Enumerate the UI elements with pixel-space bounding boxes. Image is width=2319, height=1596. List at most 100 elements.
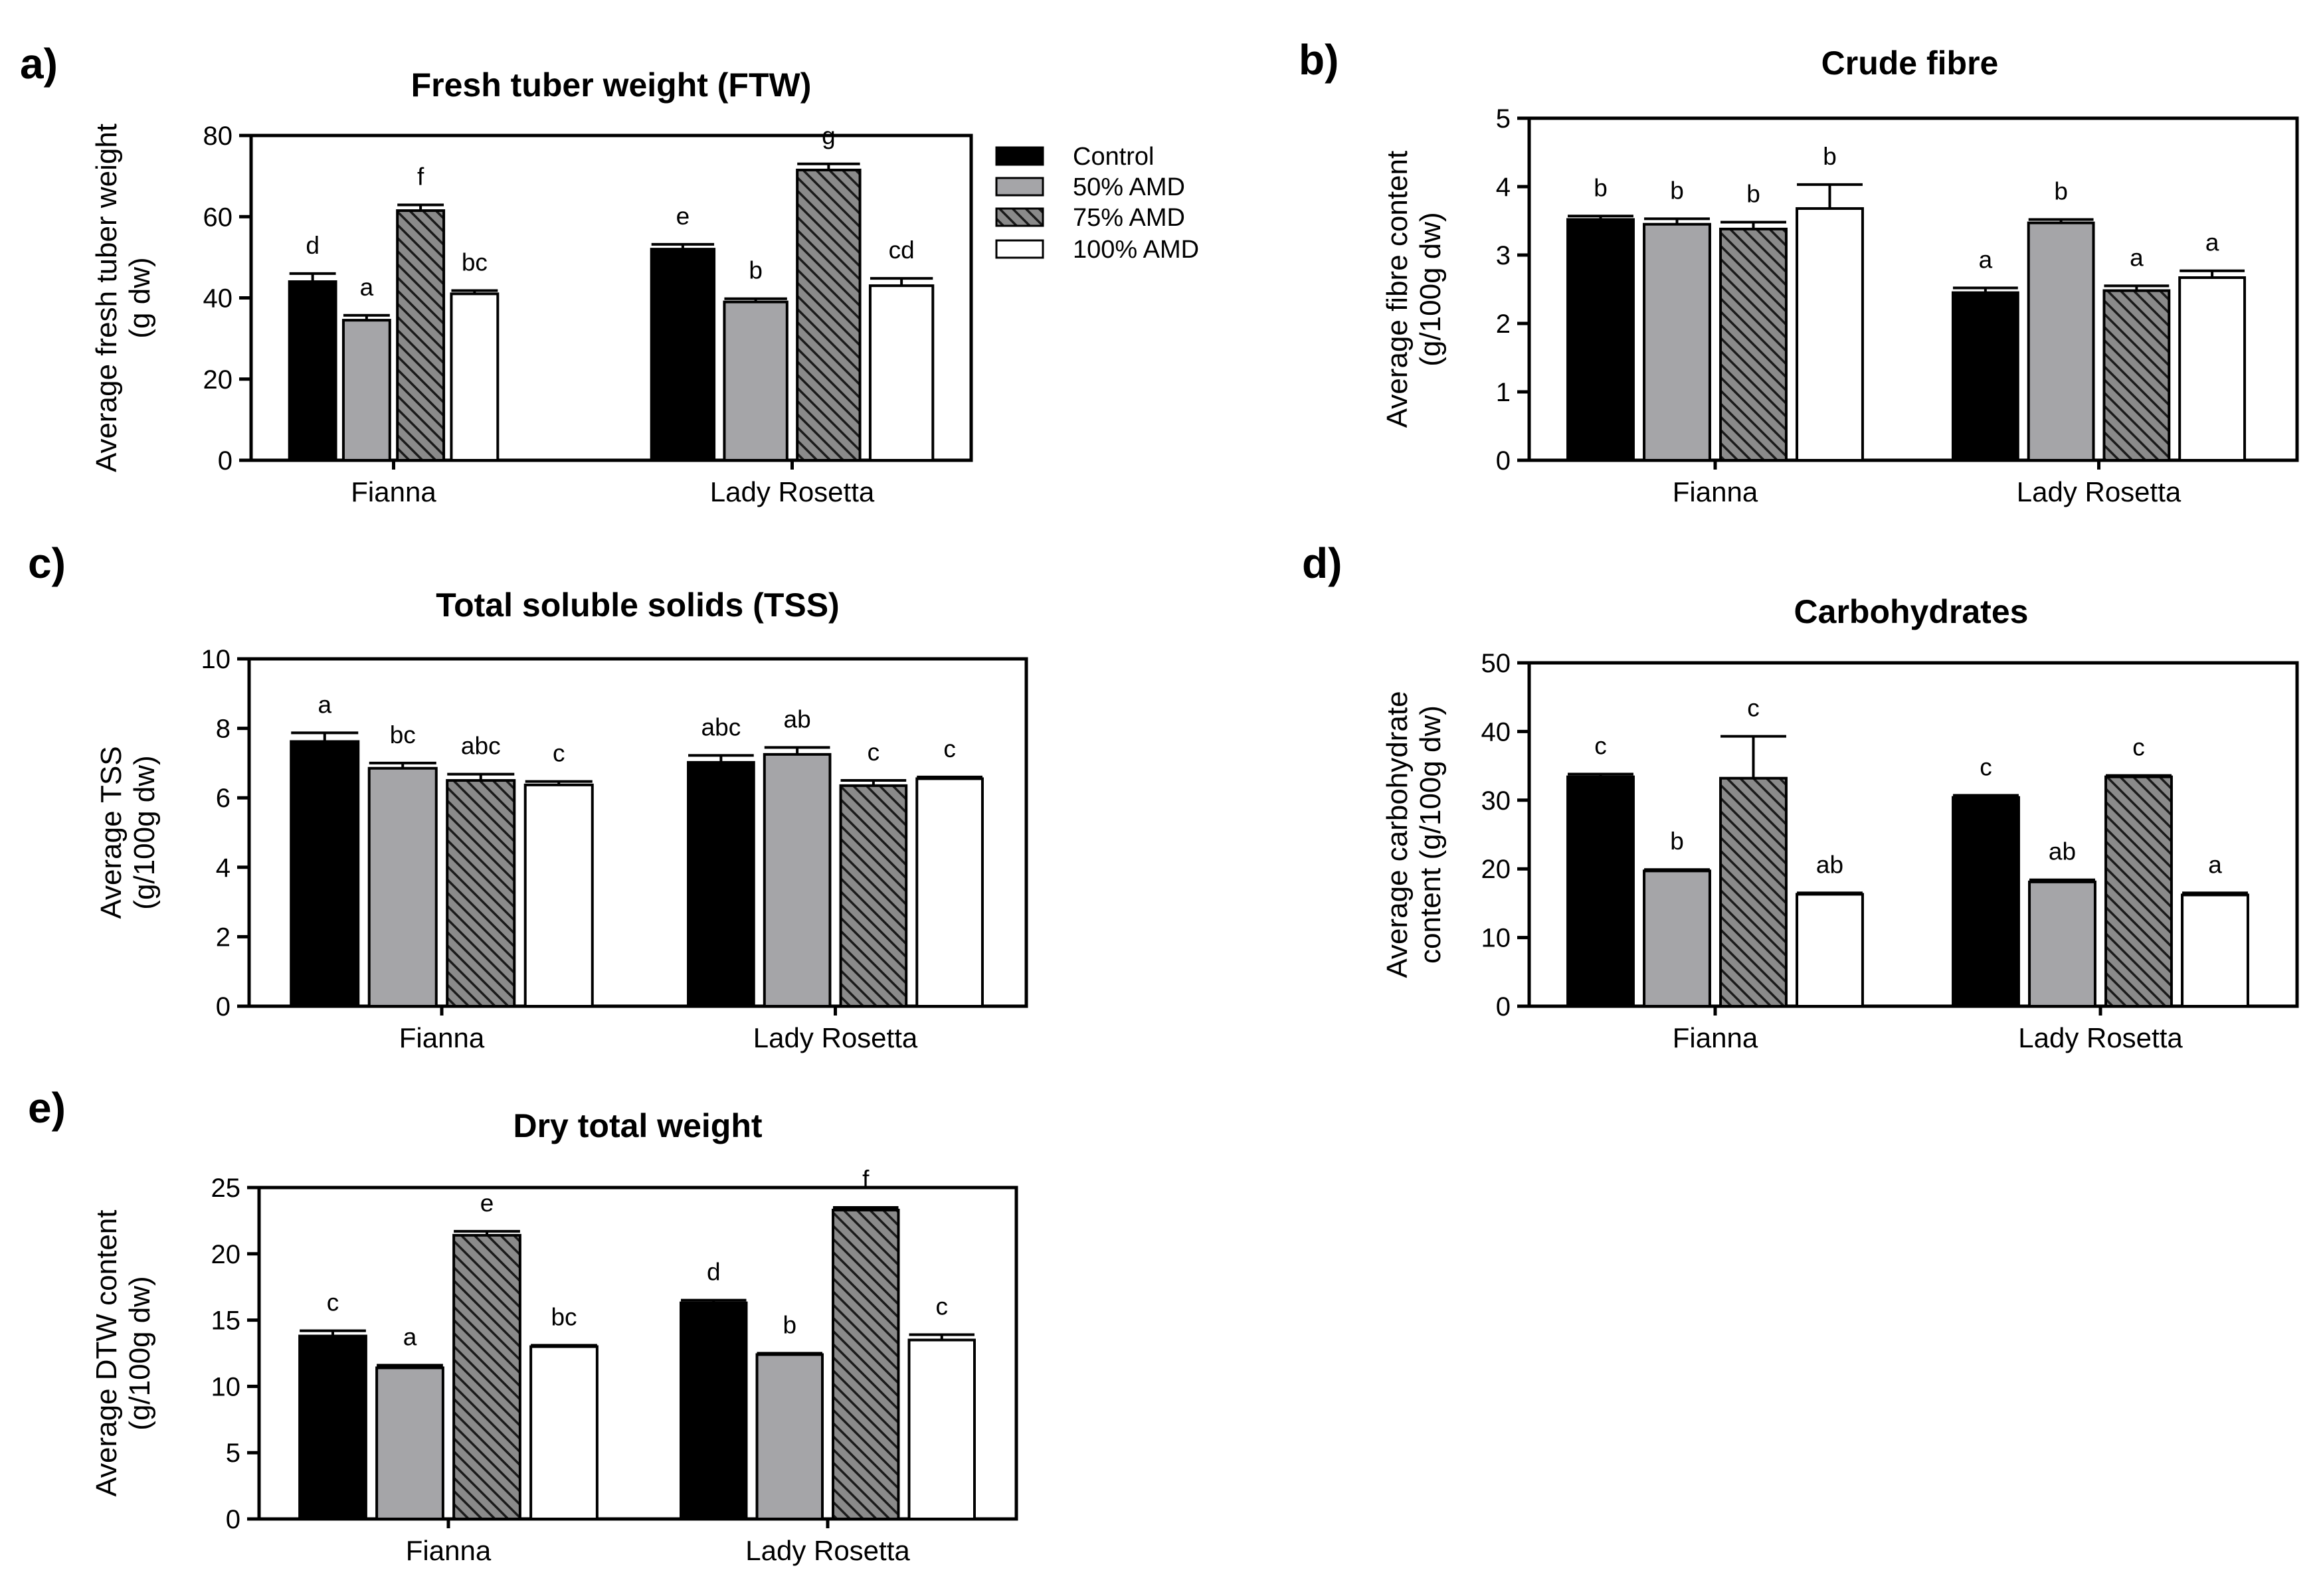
chart3-x-tick-label-fianna: Fianna (1673, 1022, 1758, 1053)
chart2-bar-100-amd-lady-rosetta (915, 777, 984, 1008)
legend-label-50-amd: 50% AMD (1073, 173, 1185, 201)
chart-panel-e: e) Dry total weight 0 5 10 15 20 25 Average DT… (28, 1084, 1018, 1566)
panel-label-a: a) (20, 40, 58, 88)
chart3-significance-label-50-amd-fianna: b (1670, 828, 1684, 855)
chart1-bar-50-amd-lady-rosetta (2027, 221, 2095, 462)
chart2-bar-100-amd-fianna (523, 783, 594, 1008)
chart3-y-tick-label: 0 (1496, 992, 1511, 1021)
chart-title-a: Fresh tuber weight (FTW) (411, 66, 812, 104)
chart0-x-tick-label-lady-rosetta: Lady Rosetta (710, 476, 875, 507)
chart4-plot-frame (257, 1186, 1018, 1521)
chart2-plot-frame (247, 657, 1028, 1008)
chart0-bar-75-amd-fianna (396, 209, 446, 462)
chart3-y-tick-label: 30 (1481, 786, 1511, 816)
legend-item-50-amd: 50% AMD (995, 173, 1185, 201)
legend-swatch-control (995, 146, 1044, 166)
chart2-significance-label-control-fianna: a (318, 691, 331, 718)
chart3-bar-50-amd-fianna (1643, 869, 1711, 1008)
chart3-significance-label-control-lady-rosetta: c (1980, 754, 1992, 781)
chart-panel-b: b) Crude fibre 0 1 2 3 4 5 Average fibre conte… (1299, 36, 2299, 507)
chart0-significance-label-control-fianna: d (306, 232, 320, 259)
legend-swatch-75-amd (995, 207, 1044, 227)
chart2-y-axis-label-line-1: Average TSS (95, 746, 128, 919)
chart1-significance-label-50-amd-lady-rosetta: b (2054, 177, 2068, 205)
chart4-y-tick-label: 0 (226, 1505, 240, 1534)
chart1-plot-frame (1527, 116, 2299, 462)
chart4-x-tick-label-lady-rosetta: Lady Rosetta (745, 1535, 910, 1566)
chart3-bar-control-fianna (1566, 775, 1635, 1008)
chart4-bar-control-lady-rosetta (680, 1301, 748, 1520)
legend-item-75-amd: 75% AMD (995, 204, 1185, 232)
chart2-bar-control-fianna (290, 740, 360, 1008)
chart0-y-tick-label: 20 (203, 365, 233, 395)
chart4-y-axis-label-line-2: (g/100g dw) (124, 1276, 156, 1430)
legend-label-75-amd: 75% AMD (1073, 204, 1185, 232)
chart4-bar-50-amd-fianna (375, 1366, 444, 1521)
chart2-significance-label-100-amd-fianna: c (553, 740, 565, 767)
chart-title-e: Dry total weight (513, 1107, 762, 1144)
chart4-bar-100-amd-lady-rosetta (907, 1338, 976, 1521)
chart1-bar-50-amd-fianna (1643, 222, 1711, 462)
chart0-bar-control-fianna (288, 280, 337, 462)
chart0-bar-50-amd-fianna (341, 319, 391, 462)
chart4-significance-label-50-amd-lady-rosetta: b (783, 1312, 796, 1339)
chart1-significance-label-50-amd-fianna: b (1670, 177, 1684, 204)
chart3-significance-label-75-amd-fianna: c (1747, 695, 1760, 722)
chart0-y-tick-label: 0 (218, 446, 232, 476)
chart1-bar-75-amd-lady-rosetta (2102, 289, 2171, 462)
chart0-y-axis-label-line-2: (g dw) (124, 257, 156, 338)
chart2-x-tick-label-fianna: Fianna (399, 1022, 485, 1053)
chart2-significance-label-75-amd-fianna: abc (461, 733, 501, 760)
chart1-significance-label-control-lady-rosetta: a (1979, 246, 1993, 273)
plot-area-c: 0 2 4 6 8 10 Average TSS (g/100g dw) Fianna Lady … (95, 645, 1028, 1053)
chart4-bar-100-amd-fianna (529, 1345, 599, 1521)
chart2-x-tick-label-lady-rosetta: Lady Rosetta (753, 1022, 918, 1053)
chart2-y-tick-label: 8 (216, 715, 231, 744)
chart0-significance-label-75-amd-lady-rosetta: g (822, 122, 836, 149)
chart1-y-tick-label: 4 (1496, 173, 1511, 202)
chart4-bar-75-amd-lady-rosetta (832, 1208, 900, 1520)
chart4-bar-75-amd-fianna (452, 1233, 521, 1520)
chart2-significance-label-control-lady-rosetta: abc (701, 713, 741, 741)
chart3-y-tick-label: 40 (1481, 717, 1511, 747)
chart2-significance-label-50-amd-fianna: bc (390, 721, 416, 749)
chart1-y-tick-label: 0 (1496, 446, 1511, 476)
chart0-bar-100-amd-fianna (450, 292, 500, 462)
chart4-significance-label-50-amd-fianna: a (403, 1323, 417, 1350)
chart4-x-tick-label-fianna: Fianna (406, 1535, 492, 1566)
panel-label-e: e) (28, 1084, 66, 1132)
chart3-x-tick-label-lady-rosetta: Lady Rosetta (2018, 1022, 2183, 1053)
legend-swatch-50-amd (995, 177, 1044, 197)
chart4-y-axis-label-line-1: Average DTW content (90, 1209, 123, 1496)
panel-label-b: b) (1299, 36, 1339, 84)
chart3-bar-100-amd-lady-rosetta (2181, 893, 2249, 1008)
chart1-y-tick-label: 5 (1496, 104, 1511, 133)
chart3-plot-frame (1527, 661, 2299, 1008)
chart3-y-axis-label-line-1: Average carbohydrate (1381, 691, 1414, 978)
chart3-bar-100-amd-fianna (1796, 893, 1864, 1008)
chart2-bar-control-lady-rosetta (687, 760, 755, 1008)
chart2-y-tick-label: 4 (216, 853, 231, 883)
chart0-x-tick-label-fianna: Fianna (351, 476, 436, 507)
chart1-y-axis-label-line-2: (g/100g dw) (1414, 212, 1447, 366)
chart0-bar-50-amd-lady-rosetta (723, 300, 788, 462)
chart3-bar-50-amd-lady-rosetta (2028, 880, 2096, 1008)
plot-area-e: 0 5 10 15 20 25 Average DTW content (g/100g dw)… (90, 1166, 1018, 1566)
chart4-significance-label-75-amd-fianna: e (480, 1190, 494, 1217)
chart3-y-axis-label-line-2: content (g/100g dw) (1414, 705, 1447, 964)
chart4-significance-label-control-lady-rosetta: d (707, 1259, 721, 1286)
chart4-bar-control-fianna (298, 1334, 367, 1520)
chart2-y-tick-label: 2 (216, 923, 231, 952)
chart3-significance-label-50-amd-lady-rosetta: ab (2049, 838, 2076, 865)
chart2-significance-label-75-amd-lady-rosetta: c (868, 739, 880, 766)
chart2-bar-75-amd-fianna (446, 779, 516, 1008)
legend-label-100-amd: 100% AMD (1073, 236, 1199, 264)
chart3-bar-75-amd-lady-rosetta (2104, 775, 2173, 1008)
chart1-significance-label-control-fianna: b (1594, 174, 1608, 201)
chart-title-d: Carbohydrates (1794, 593, 2029, 630)
chart2-bar-75-amd-lady-rosetta (839, 784, 908, 1008)
chart3-significance-label-control-fianna: c (1594, 733, 1607, 760)
panel-label-d: d) (1302, 539, 1342, 587)
chart0-bar-75-amd-lady-rosetta (796, 168, 862, 462)
